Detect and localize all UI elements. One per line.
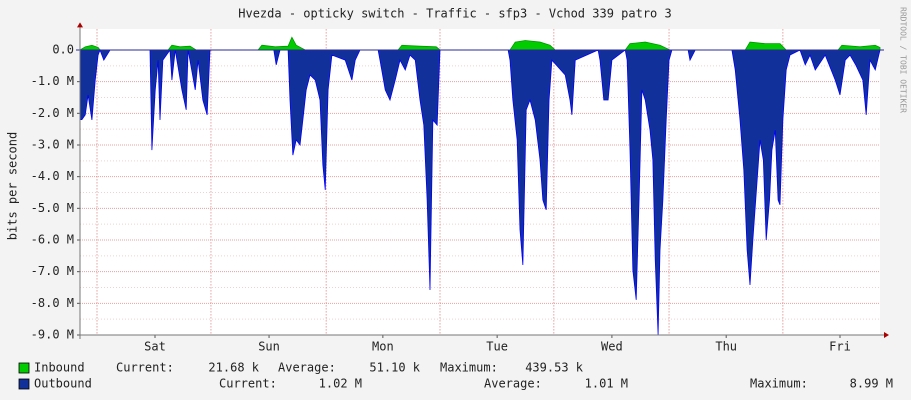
y-tick-label: -4.0 M (31, 169, 74, 183)
x-tick-label: Tue (486, 340, 508, 354)
legend-stat-value: 8.99 M (850, 377, 893, 391)
legend-stat-label: Average: (484, 377, 542, 391)
x-tick-label: Wed (601, 340, 623, 354)
legend-swatch (18, 378, 30, 390)
legend-stat-value: 1.01 M (585, 377, 628, 391)
x-tick-label: Fri (829, 340, 851, 354)
chart-title: Hvezda - opticky switch - Traffic - sfp3… (238, 7, 671, 21)
y-tick-label: -7.0 M (31, 264, 74, 278)
y-tick-label: -3.0 M (31, 137, 74, 151)
series-area (79, 48, 881, 335)
legend-stat-value: 1.02 M (319, 377, 362, 391)
y-tick-label: -6.0 M (31, 232, 74, 246)
y-tick-label: -5.0 M (31, 201, 74, 215)
watermark: RRDTOOL / TOBI OETIKER (899, 7, 908, 113)
legend-stat-label: Maximum: (750, 377, 808, 391)
y-tick-label: -9.0 M (31, 328, 74, 342)
y-tick-label: 0.0 (52, 42, 74, 56)
x-arrow (884, 332, 889, 338)
y-axis-label: bits per second (6, 132, 20, 240)
legend-stat-label: Current: (219, 377, 277, 391)
y-tick-label: -1.0 M (31, 74, 74, 88)
legend-stat-value: 51.10 k (369, 361, 420, 375)
y-arrow (77, 22, 83, 28)
x-tick-label: Mon (372, 340, 394, 354)
legend-stat-label: Average: (278, 361, 336, 375)
legend-stat-label: Maximum: (440, 361, 498, 375)
legend-name: Inbound (34, 361, 85, 375)
legend-name: Outbound (34, 377, 92, 391)
x-tick-label: Sat (144, 340, 166, 354)
legend-stat-label: Current: (116, 361, 174, 375)
legend-stat-value: 439.53 k (525, 361, 584, 375)
axes: 0.0 -1.0 M -2.0 M -3.0 M -4.0 M -5.0 M -6.0 M -… (18, 22, 893, 391)
y-tick-label: -8.0 M (31, 296, 74, 310)
legend-stat-value: 21.68 k (208, 361, 259, 375)
legend-swatch (18, 362, 30, 374)
x-tick-label: Thu (715, 340, 737, 354)
x-tick-label: Sun (258, 340, 280, 354)
y-tick-label: -2.0 M (31, 106, 74, 120)
